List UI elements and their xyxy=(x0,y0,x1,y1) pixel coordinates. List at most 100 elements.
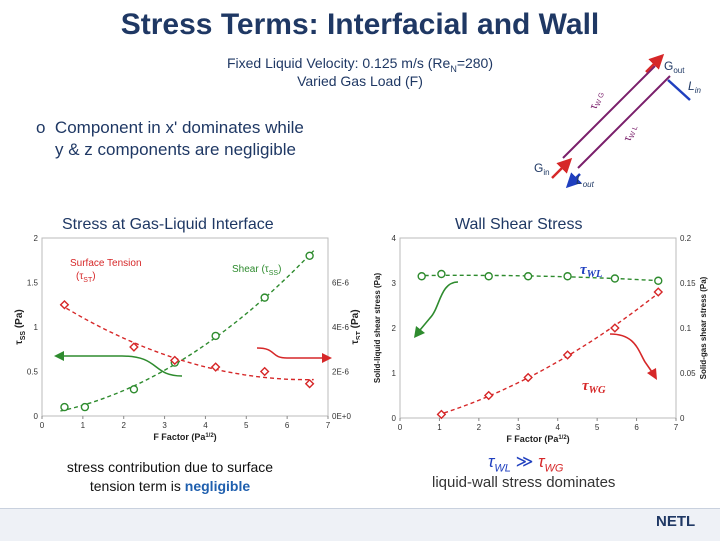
right-note: liquid-wall stress dominates xyxy=(432,474,616,491)
plot-area xyxy=(399,237,677,419)
series-trend-line xyxy=(437,289,663,416)
subtitle-gas-load: Varied Gas Load (F) xyxy=(297,73,423,89)
series-trend-line xyxy=(60,250,315,412)
data-point xyxy=(562,350,573,360)
liquid-inlet-arrow xyxy=(667,79,691,101)
bullet-text-1: Component in x' dominates while xyxy=(54,118,304,137)
wg-arrow-head xyxy=(647,368,657,380)
comparison-formula: τWL ≫ τWG xyxy=(488,452,563,474)
y-left-tick-label: 0 xyxy=(392,414,397,423)
shear-arrow xyxy=(60,355,183,377)
x-tick-label: 0 xyxy=(40,421,45,430)
y-right-axis-label: τST (Pa) xyxy=(350,309,360,344)
data-point xyxy=(305,251,314,260)
series-trend-line xyxy=(60,304,314,381)
y-left-axis-label: τSS (Pa) xyxy=(14,309,27,344)
x-tick-label: 3 xyxy=(162,421,167,430)
bullet-marker: o xyxy=(36,118,46,137)
surface-arrow-head xyxy=(322,353,332,363)
y-right-tick-label: 0 xyxy=(680,414,685,423)
y-left-tick-label: 0 xyxy=(34,412,39,421)
data-point xyxy=(210,362,221,372)
x-tick-label: 1 xyxy=(437,423,442,432)
subtitle-line1: Fixed Liquid Velocity: 0.125 m/s (Re xyxy=(226,55,451,71)
surface-arrow xyxy=(256,347,324,359)
pipe-wall-left xyxy=(562,65,656,159)
g-out-label: Gout xyxy=(664,59,685,75)
y-right-tick-label: 4E-6 xyxy=(332,323,349,332)
series-label-wg: τWG xyxy=(582,378,606,396)
x-tick-label: 6 xyxy=(634,423,639,432)
data-point xyxy=(169,355,180,366)
left-note-line1: stress contribution due to surface xyxy=(66,459,274,475)
l-out-label: Lout xyxy=(576,173,595,189)
data-point xyxy=(260,293,269,302)
footer-bar xyxy=(0,508,720,541)
comparison-right-sub: WG xyxy=(544,462,564,475)
netl-logo: NETL xyxy=(656,513,695,530)
x-tick-label: 4 xyxy=(555,423,560,432)
x-axis-label: F Factor (Pa1/2) xyxy=(153,432,216,442)
data-point xyxy=(129,385,139,394)
y-left-tick-label: 0.5 xyxy=(27,368,39,377)
y-left-axis-label: Solid-liquid shear stress (Pa) xyxy=(373,273,382,384)
y-left-tick-label: 1.5 xyxy=(27,279,39,288)
wl-arrow-head xyxy=(414,326,425,338)
wg-arrow xyxy=(609,333,653,373)
bullet-text-2: y & z components are negligible xyxy=(55,140,296,159)
data-point xyxy=(654,276,663,285)
series-label-shear: Shear (τSS) xyxy=(232,264,281,277)
x-tick-label: 3 xyxy=(516,423,521,432)
x-tick-label: 4 xyxy=(203,421,208,430)
data-point xyxy=(436,409,447,420)
x-tick-label: 5 xyxy=(244,421,249,430)
y-right-tick-label: 0.05 xyxy=(680,369,696,378)
subtitle-tail: =280) xyxy=(456,55,494,71)
y-right-axis-label: Solid-gas shear stress (Pa) xyxy=(699,276,708,379)
gas-outlet-arrow xyxy=(645,53,665,73)
x-axis-label: F Factor (Pa1/2) xyxy=(506,434,569,444)
l-in-label: Lin xyxy=(688,79,701,95)
y-left-tick-label: 1 xyxy=(392,369,397,378)
y-left-tick-label: 2 xyxy=(392,324,397,333)
data-point xyxy=(653,287,664,297)
y-right-tick-label: 0.1 xyxy=(680,324,692,333)
interface-stress-chart: 0 1 2 3 4 5 6 7 0 0.5 1 1.5 2 0E+0 2E-6 4E-6 6E-6 F Facto… xyxy=(14,234,360,442)
data-point xyxy=(610,274,620,283)
y-right-tick-label: 0.2 xyxy=(680,234,692,243)
x-tick-label: 5 xyxy=(595,423,600,432)
y-left-tick-label: 4 xyxy=(392,234,397,243)
tau-wg-label: τW G xyxy=(588,90,606,112)
subtitle-sub: N xyxy=(450,63,457,74)
data-point xyxy=(60,402,69,412)
series-trend-line xyxy=(417,274,663,282)
y-right-tick-label: 0E+0 xyxy=(332,412,351,421)
data-point xyxy=(259,366,270,377)
pipe-wall-right xyxy=(577,75,671,169)
left-note-bold: negligible xyxy=(184,478,251,494)
data-point xyxy=(304,378,315,389)
data-point xyxy=(211,331,220,341)
comparison-right: τ xyxy=(538,452,545,471)
comparison-left: τ xyxy=(488,452,495,471)
y-left-tick-label: 3 xyxy=(392,279,397,288)
data-point xyxy=(80,402,90,412)
left-chart-title: Stress at Gas-Liquid Interface xyxy=(62,216,274,233)
plot-area xyxy=(41,237,329,417)
data-point xyxy=(483,390,494,401)
data-point xyxy=(523,272,533,281)
y-left-tick-label: 2 xyxy=(34,234,39,243)
data-point xyxy=(484,272,493,281)
data-point xyxy=(437,269,446,279)
x-tick-label: 2 xyxy=(121,421,126,430)
data-point xyxy=(563,272,572,281)
y-right-tick-label: 6E-6 xyxy=(332,279,349,288)
left-note: stress contribution due to surface tensi… xyxy=(30,458,310,496)
comparison-op: ≫ xyxy=(515,452,534,471)
x-tick-label: 2 xyxy=(477,423,482,432)
x-tick-label: 6 xyxy=(285,421,290,430)
liquid-outlet-arrow xyxy=(565,172,582,189)
g-in-label: Gin xyxy=(534,161,550,177)
shear-arrow-head xyxy=(54,351,64,361)
data-point xyxy=(59,299,70,310)
